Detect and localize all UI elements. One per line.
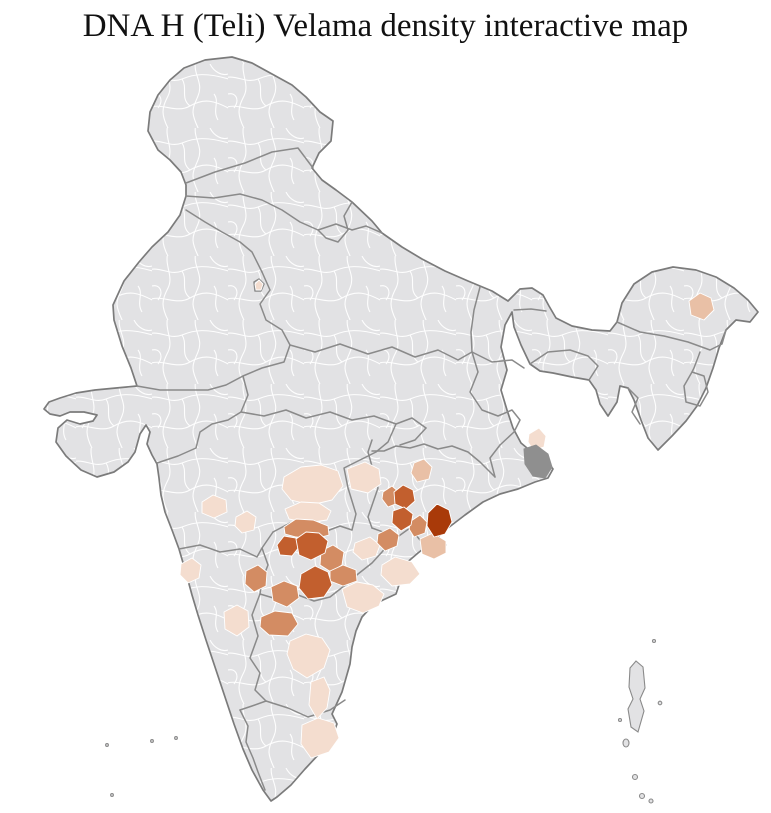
district[interactable]: [284, 501, 332, 524]
district[interactable]: [408, 514, 428, 538]
district[interactable]: [688, 292, 715, 321]
district[interactable]: [179, 557, 202, 584]
district[interactable]: [341, 581, 385, 614]
district[interactable]: [391, 506, 414, 532]
district[interactable]: [201, 494, 228, 519]
density-districts[interactable]: [179, 279, 715, 759]
district[interactable]: [286, 633, 331, 679]
district[interactable]: [281, 464, 344, 506]
page-title: DNA H (Teli) Velama density interactive …: [82, 8, 689, 44]
sundarbans-delta: [523, 444, 553, 479]
india-mainland[interactable]: [43, 56, 759, 802]
district[interactable]: [410, 458, 433, 483]
district[interactable]: [346, 461, 382, 494]
district[interactable]: [298, 565, 333, 600]
district[interactable]: [393, 484, 416, 510]
district[interactable]: [419, 532, 447, 560]
district[interactable]: [223, 604, 250, 637]
district[interactable]: [380, 556, 421, 587]
district[interactable]: [270, 580, 300, 608]
district[interactable]: [308, 676, 331, 720]
district[interactable]: [234, 510, 257, 534]
district[interactable]: [254, 279, 264, 291]
district[interactable]: [527, 427, 547, 451]
district[interactable]: [352, 536, 381, 561]
district[interactable]: [244, 564, 268, 593]
district[interactable]: [426, 503, 453, 538]
andaman-nicobar-islands: [617, 638, 663, 804]
district[interactable]: [300, 717, 340, 759]
district[interactable]: [295, 531, 329, 561]
district[interactable]: [376, 527, 400, 552]
lakshadweep-islands: [105, 736, 178, 797]
district[interactable]: [259, 610, 299, 637]
